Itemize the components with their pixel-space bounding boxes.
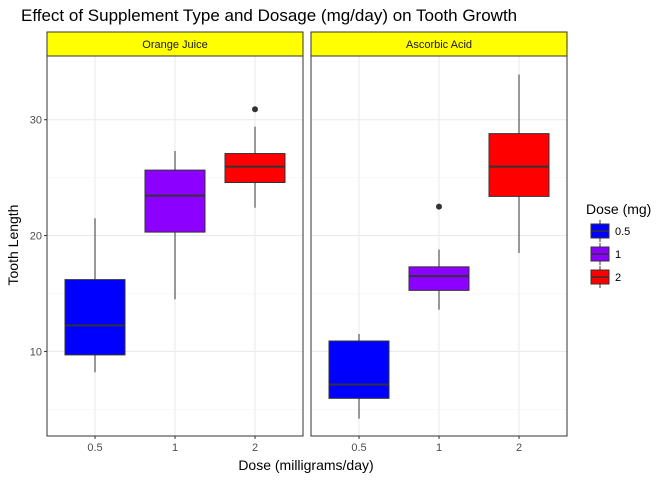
- box-body: [144, 169, 206, 233]
- y-tick-label: 10: [30, 346, 42, 358]
- x-tick-label: 0.5: [87, 442, 102, 454]
- legend-item-1: 1: [590, 243, 621, 265]
- legend: Dose (mg) 0.5 1 2: [586, 201, 651, 288]
- box-body: [408, 266, 470, 291]
- legend-label: 1: [615, 249, 621, 261]
- y-tick-label: 30: [30, 115, 42, 127]
- legend-item-2: 2: [590, 266, 621, 288]
- boxplot-2: [224, 106, 286, 208]
- legend-title: Dose (mg): [586, 201, 651, 217]
- boxplot-0.5: [64, 218, 126, 373]
- box-body: [328, 340, 390, 399]
- facet-strip-label: Ascorbic Acid: [406, 39, 472, 51]
- boxplot-1: [144, 151, 206, 300]
- facet-panels: Orange Juice 0.5 1 2 10 20 30 Ascorbic Acid 0.5 1…: [30, 31, 568, 454]
- facet-strip: [310, 31, 568, 57]
- y-axis-title: Tooth Length: [5, 205, 21, 286]
- outlier-point: [252, 106, 258, 113]
- chart-title: Effect of Supplement Type and Dosage (mg…: [21, 6, 517, 25]
- x-tick-label: 2: [252, 442, 258, 454]
- box-body: [64, 279, 126, 356]
- x-axis-title: Dose (milligrams/day): [238, 457, 373, 473]
- boxplot-0.5: [328, 334, 390, 419]
- x-tick-label: 0.5: [351, 442, 366, 454]
- facet-panel-2: Ascorbic Acid 0.5 1 2: [310, 31, 568, 454]
- box-body: [224, 153, 286, 184]
- facet-panel-1: Orange Juice 0.5 1 2 10 20 30: [30, 31, 304, 454]
- boxplot-2: [488, 74, 550, 253]
- y-tick-label: 20: [30, 231, 42, 243]
- legend-label: 2: [615, 272, 621, 284]
- x-tick-label: 2: [516, 442, 522, 454]
- x-tick-label: 1: [172, 442, 178, 454]
- outlier-point: [436, 203, 442, 210]
- legend-item-0.5: 0.5: [590, 220, 630, 242]
- facet-strip: [46, 31, 304, 57]
- facet-strip-label: Orange Juice: [142, 39, 207, 51]
- legend-label: 0.5: [615, 226, 630, 238]
- box-body: [488, 133, 550, 197]
- boxplot-1: [408, 203, 470, 310]
- x-tick-label: 1: [436, 442, 442, 454]
